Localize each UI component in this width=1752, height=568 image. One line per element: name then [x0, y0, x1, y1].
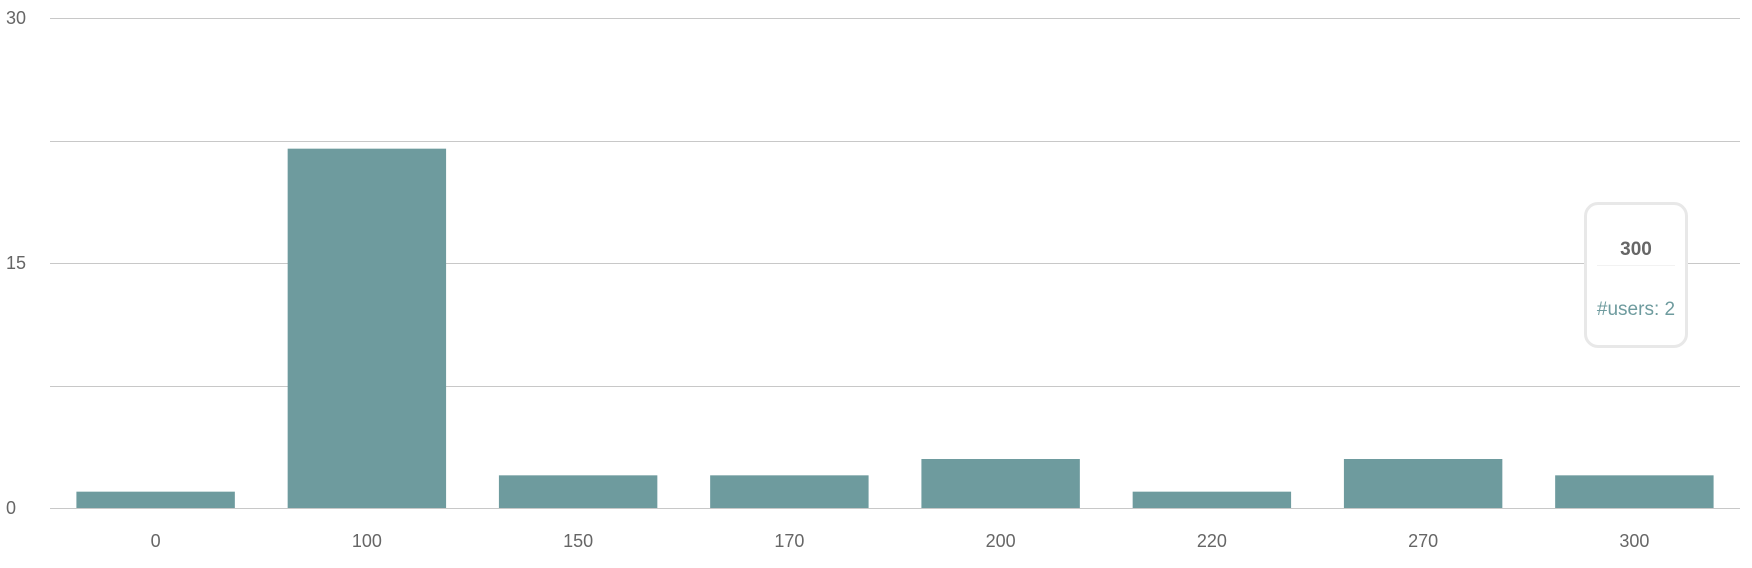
bar	[498, 475, 658, 508]
bar	[1343, 459, 1503, 508]
y-axis-tick-labels: 0 15 30	[6, 8, 26, 518]
bar	[1132, 491, 1292, 508]
bar	[1555, 475, 1714, 508]
bar	[287, 148, 447, 508]
x-tick-label: 300	[1619, 531, 1649, 551]
bars	[76, 148, 1714, 508]
y-tick-label: 15	[6, 253, 26, 273]
tooltip-series-value: #users: 2	[1596, 299, 1676, 320]
bar	[921, 459, 1080, 508]
y-tick-label: 0	[6, 498, 16, 518]
x-tick-label: 0	[151, 531, 161, 551]
x-tick-label: 100	[352, 531, 382, 551]
bar	[710, 475, 869, 508]
tooltip-divider	[1597, 265, 1675, 266]
x-tick-label: 270	[1408, 531, 1438, 551]
x-tick-label: 150	[563, 531, 593, 551]
tooltip-title: 300	[1620, 239, 1652, 260]
hover-tooltip: 300 #users: 2	[1584, 202, 1688, 348]
x-tick-label: 220	[1197, 531, 1227, 551]
y-tick-label: 30	[6, 8, 26, 28]
x-tick-label: 200	[986, 531, 1016, 551]
bar	[76, 491, 235, 508]
x-tick-label: 170	[774, 531, 804, 551]
x-axis-tick-labels: 0 100 150 170 200 220 270 300	[151, 531, 1650, 551]
